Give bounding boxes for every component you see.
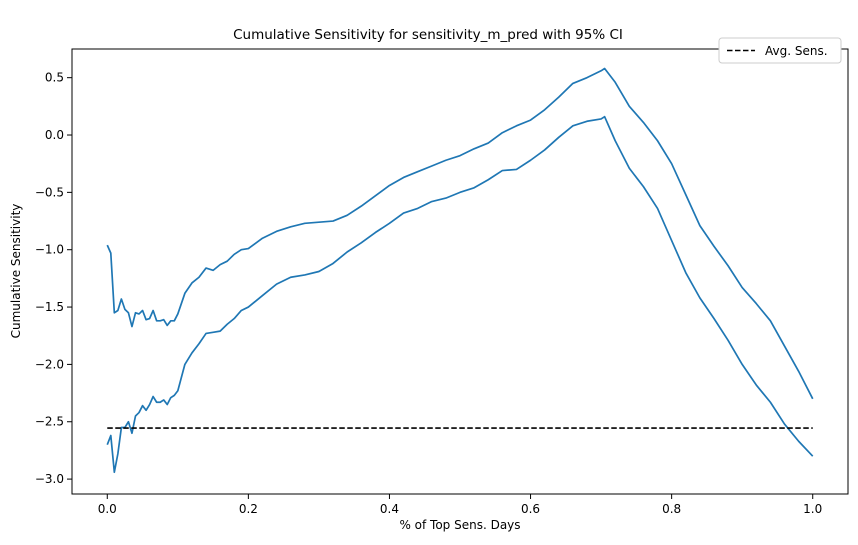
y-tick-label: 0.5	[45, 71, 64, 85]
plot-frame	[71, 48, 849, 495]
series-line-lower-ci	[106, 115, 814, 474]
y-tick-label: −2.5	[35, 415, 64, 429]
y-tick-label: 0.0	[45, 128, 64, 142]
legend-label-avg-sens: Avg. Sens.	[765, 44, 828, 58]
y-tick-label: −2.0	[35, 357, 64, 371]
x-tick-label: 1.0	[803, 502, 822, 516]
y-tick-label: −0.5	[35, 185, 64, 199]
y-tick-label: −1.5	[35, 300, 64, 314]
plot-area	[71, 48, 849, 495]
x-tick-label: 0.4	[380, 502, 399, 516]
x-tick-label: 0.8	[662, 502, 681, 516]
x-axis-title: % of Top Sens. Days	[399, 518, 520, 532]
y-axis-title: Cumulative Sensitivity	[9, 204, 23, 339]
y-axis-ticks: −3.0 −2.5 −2.0 −1.5 −1.0 −0.5 0.0 0.5	[35, 71, 72, 486]
x-tick-label: 0.6	[521, 502, 540, 516]
legend: Avg. Sens.	[718, 37, 842, 64]
series-line-upper-ci	[106, 67, 814, 400]
y-tick-label: −1.0	[35, 243, 64, 257]
x-axis-ticks: 0.0 0.2 0.4 0.6 0.8 1.0	[98, 494, 822, 516]
series-layer	[106, 67, 814, 474]
chart-title: Cumulative Sensitivity for sensitivity_m…	[233, 27, 623, 43]
x-tick-label: 0.2	[239, 502, 258, 516]
y-tick-label: −3.0	[35, 472, 64, 486]
x-tick-label: 0.0	[98, 502, 117, 516]
legend-box	[718, 37, 842, 64]
